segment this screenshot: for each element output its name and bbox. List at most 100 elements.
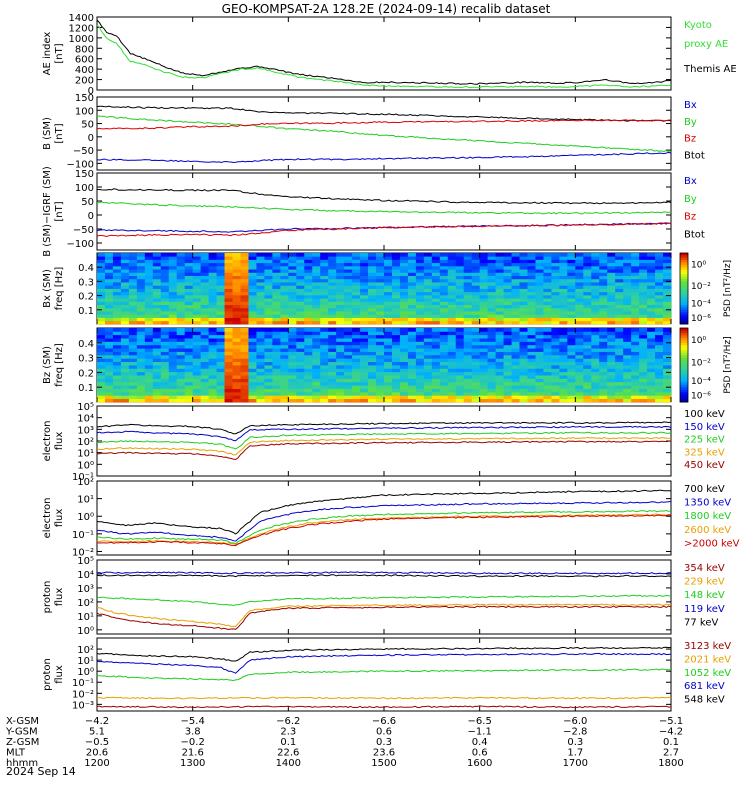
spectrogram-cell [663, 285, 672, 289]
spectrogram-cell [487, 375, 497, 379]
spectrogram-cell [97, 331, 106, 336]
spectrogram-cell [256, 338, 265, 342]
spectrogram-cell [216, 334, 225, 339]
spectrogram-cell [599, 398, 608, 403]
spectrogram-cell [543, 265, 552, 270]
y-axis-label: electron [42, 498, 53, 539]
spectrogram-cell [423, 391, 433, 396]
spectrogram-cell [423, 375, 433, 379]
spectrogram-cell [519, 320, 528, 325]
spectrogram-cell [599, 338, 608, 342]
spectrogram-cell [352, 381, 361, 386]
spectrogram-cell [152, 269, 162, 273]
spectrogram-cell [216, 256, 225, 260]
spectrogram-cell [240, 314, 249, 318]
spectrogram-cell [463, 341, 473, 346]
spectrogram-cell [519, 375, 528, 379]
spectrogram-cell [511, 361, 520, 366]
spectrogram-cell [160, 304, 170, 309]
spectrogram-cell [551, 320, 560, 325]
spectrogram-cell [128, 282, 138, 286]
spectrogram-cell [519, 388, 528, 393]
spectrogram-cell [559, 294, 568, 299]
spectrogram-cell [455, 391, 465, 396]
spectrogram-cell [439, 341, 449, 346]
spectrogram-cell [471, 253, 481, 257]
spectrogram-cell [376, 375, 385, 379]
spectrogram-cell [479, 282, 489, 286]
spectrogram-cell [423, 288, 433, 293]
spectrogram-cell [376, 361, 385, 366]
spectrogram-cell [511, 385, 520, 389]
spectrogram-cell [136, 375, 146, 379]
spectrogram-cell [567, 398, 576, 403]
spectrogram-cell [200, 388, 210, 393]
spectrogram-cell [168, 278, 178, 283]
spectrogram-cell [304, 275, 313, 280]
spectrogram-cell [663, 294, 672, 299]
spectrogram-cell [583, 301, 592, 306]
spectrogram-cell [296, 398, 305, 403]
spectrogram-cell [104, 265, 114, 270]
spectrogram-cell [503, 282, 512, 286]
spectrogram-cell [232, 259, 241, 264]
spectrogram-cell [264, 311, 273, 315]
spectrogram-cell [160, 341, 170, 346]
spectrogram-cell [479, 391, 489, 396]
y-tick-label: 0 [88, 211, 94, 222]
series-group [96, 571, 672, 631]
spectrogram-cell [591, 381, 600, 386]
spectrogram-cell [583, 282, 592, 286]
spectrogram-cell [487, 334, 497, 339]
spectrogram-cell [224, 344, 233, 349]
spectrogram-cell [655, 307, 664, 312]
spectrogram-cell [423, 320, 433, 325]
spectrogram-cell [663, 278, 672, 283]
spectrogram-cell [591, 348, 600, 352]
x-axis-value: 23.6 [373, 748, 395, 759]
spectrogram-cell [256, 398, 265, 403]
spectrogram-cell [224, 341, 233, 346]
spectrogram-cell [376, 348, 385, 352]
spectrogram-cell [97, 317, 106, 322]
spectrogram-cell [559, 307, 568, 312]
spectrogram-cell [208, 304, 217, 309]
spectrogram-cell [567, 361, 576, 366]
spectrogram-cell [615, 365, 624, 369]
spectrogram-cell [376, 338, 385, 342]
spectrogram-cell [511, 282, 520, 286]
x-axis-value: −5.4 [181, 716, 205, 727]
spectrogram-cell [591, 365, 600, 369]
spectrogram-cell [256, 381, 265, 386]
spectrogram-cell [631, 344, 640, 349]
spectrogram-cell [192, 265, 202, 270]
spectrogram-cell [248, 262, 257, 267]
spectrogram-cell [527, 278, 536, 283]
spectrogram-cell [607, 253, 616, 257]
spectrogram-cell [463, 301, 473, 306]
spectrogram-cell [487, 341, 497, 346]
spectrogram-cell [615, 378, 624, 383]
spectrogram-cell [407, 388, 417, 393]
spectrogram-cell [216, 304, 225, 309]
spectrogram-cell [184, 344, 194, 349]
spectrogram-cell [152, 381, 162, 386]
spectrogram-cell [216, 291, 225, 296]
spectrogram-cell [567, 378, 576, 383]
spectrogram-cell [511, 278, 520, 283]
spectrogram-cell [431, 307, 441, 312]
spectrogram-cell [288, 388, 297, 393]
spectrogram-cell [208, 371, 217, 376]
spectrogram-cell [591, 256, 600, 260]
spectrogram-cell [280, 375, 289, 379]
spectrogram-cell [455, 272, 465, 276]
spectrogram-cell [97, 285, 106, 289]
spectrogram-cell [160, 344, 170, 349]
spectrogram-cell [535, 288, 544, 293]
spectrogram-cell [639, 272, 648, 276]
spectrogram-cell [655, 301, 664, 306]
spectrogram-cell [511, 285, 520, 289]
spectrogram-cell [224, 304, 233, 309]
spectrogram-cell [623, 298, 632, 302]
spectrogram-cell [288, 385, 297, 389]
